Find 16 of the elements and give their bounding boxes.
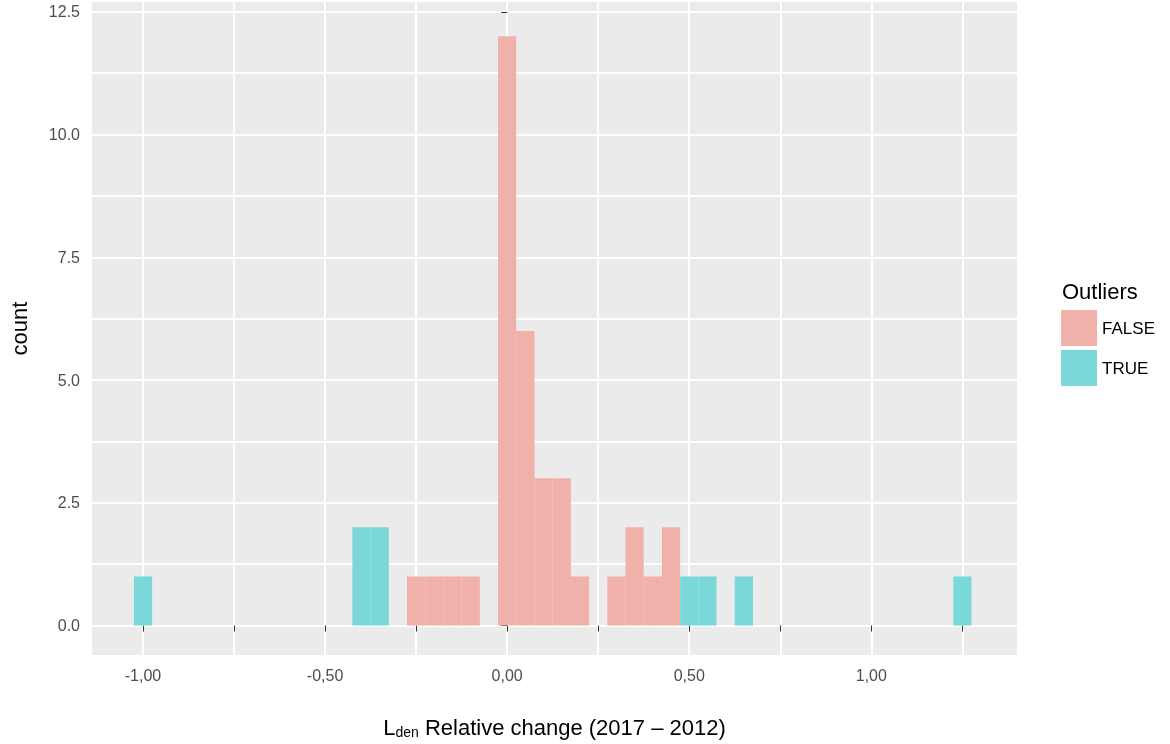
legend-title: Outliers: [1062, 278, 1138, 304]
y-tick-label: 5.0: [57, 371, 81, 389]
y-tick-label: 0.0: [57, 617, 81, 635]
x-tick-label: 1,00: [855, 666, 887, 684]
legend-label: TRUE: [1102, 358, 1149, 378]
x-tick-label: -1,00: [124, 666, 162, 684]
y-tick-label: 2.5: [57, 494, 81, 512]
y-tick-label: 7.5: [57, 248, 81, 266]
x-tick-label: -0,50: [306, 666, 344, 684]
x-tick-label: 0,00: [491, 666, 523, 684]
x-axis-title: Lden Relative change (2017 – 2012): [383, 714, 726, 740]
y-tick-label: 12.5: [48, 3, 81, 21]
y-axis-title: count: [6, 301, 32, 356]
x-tick-label: 0,50: [673, 666, 705, 684]
y-tick-label: 10.0: [48, 126, 81, 144]
legend-label: FALSE: [1102, 318, 1155, 338]
